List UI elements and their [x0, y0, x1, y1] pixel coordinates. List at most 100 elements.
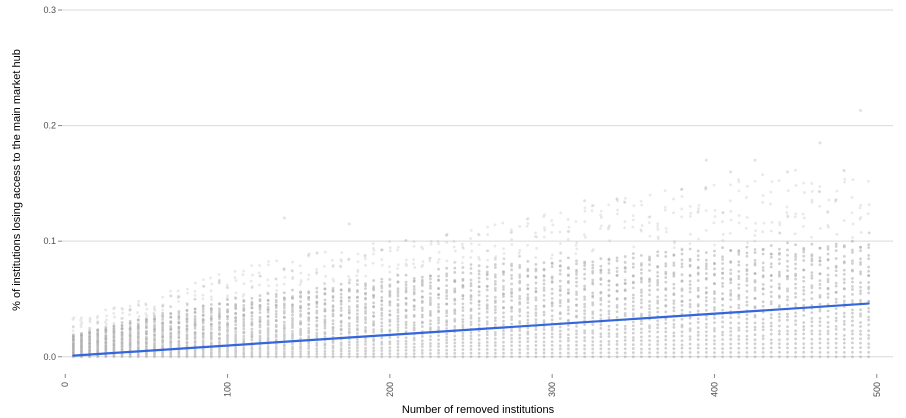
data-point [843, 177, 847, 181]
outlier-point [859, 109, 863, 113]
data-point [355, 308, 359, 312]
data-point [169, 305, 172, 309]
data-point [631, 218, 635, 222]
data-point [672, 261, 676, 265]
data-point [429, 352, 432, 355]
data-point [753, 346, 757, 350]
data-point [583, 295, 587, 299]
data-point [566, 288, 570, 292]
data-point [664, 255, 668, 258]
data-point [355, 327, 359, 331]
data-point [266, 263, 270, 267]
data-point [802, 346, 806, 350]
data-point [810, 346, 814, 350]
data-point [631, 336, 635, 339]
data-point [445, 233, 449, 237]
data-point [339, 327, 343, 331]
data-point [339, 264, 343, 268]
data-point [396, 317, 400, 321]
data-point [623, 266, 627, 270]
data-point [258, 263, 262, 267]
data-point [566, 305, 570, 309]
data-point [201, 325, 205, 328]
data-point [420, 348, 424, 352]
data-point [202, 284, 206, 288]
data-point [493, 263, 497, 266]
data-point [242, 299, 246, 302]
data-point [616, 199, 620, 203]
data-point [607, 351, 611, 355]
data-point [136, 322, 140, 326]
data-point [322, 264, 326, 268]
data-point [477, 269, 481, 273]
data-point [331, 258, 334, 262]
data-point [104, 308, 107, 312]
data-point [794, 212, 798, 216]
data-point [704, 187, 708, 191]
data-point [591, 331, 595, 335]
data-point [371, 261, 375, 265]
data-point [680, 312, 684, 316]
data-point [437, 267, 440, 271]
data-point [761, 337, 765, 341]
data-point [412, 342, 416, 346]
data-point [153, 333, 156, 337]
data-point [518, 279, 522, 283]
data-point [583, 284, 587, 288]
data-point [510, 262, 513, 266]
data-point [502, 270, 505, 274]
data-point [469, 284, 473, 288]
data-point [591, 343, 595, 347]
data-point [258, 346, 262, 349]
data-point [753, 355, 757, 359]
data-point [412, 298, 416, 302]
data-point [372, 330, 376, 334]
data-point [583, 235, 587, 239]
data-point [105, 314, 108, 318]
data-point [275, 283, 279, 287]
data-point [745, 334, 749, 338]
data-point [282, 302, 286, 306]
data-point [460, 242, 464, 246]
data-point [217, 279, 221, 283]
data-point [534, 256, 538, 259]
data-point [485, 351, 489, 355]
data-point [517, 251, 521, 255]
data-point [704, 267, 708, 271]
data-point [558, 347, 562, 351]
data-point [664, 294, 668, 298]
data-point [753, 313, 757, 317]
data-point [818, 329, 822, 333]
data-point [355, 290, 359, 294]
data-point [575, 259, 578, 263]
data-point [623, 220, 627, 224]
data-point [786, 287, 789, 291]
data-point [640, 342, 643, 346]
data-point [445, 332, 449, 336]
data-point [794, 319, 798, 323]
data-point [826, 245, 830, 249]
data-point [291, 319, 294, 323]
data-point [778, 231, 782, 235]
data-point [583, 339, 587, 343]
data-point [688, 279, 692, 283]
data-point [867, 318, 871, 322]
data-point [502, 311, 505, 315]
x-tick-label: 0 [60, 382, 70, 387]
data-point [404, 339, 408, 343]
data-point [583, 206, 587, 210]
data-point [575, 351, 578, 355]
data-point [867, 269, 871, 273]
data-point [623, 343, 627, 346]
data-point [737, 283, 741, 286]
data-point [680, 247, 684, 251]
data-point [380, 324, 384, 328]
data-point [356, 268, 360, 272]
data-point [404, 273, 408, 277]
data-point [185, 340, 189, 344]
data-point [104, 340, 108, 344]
data-point [631, 320, 635, 324]
data-point [461, 302, 465, 306]
data-point [631, 312, 635, 316]
data-point [201, 293, 205, 297]
